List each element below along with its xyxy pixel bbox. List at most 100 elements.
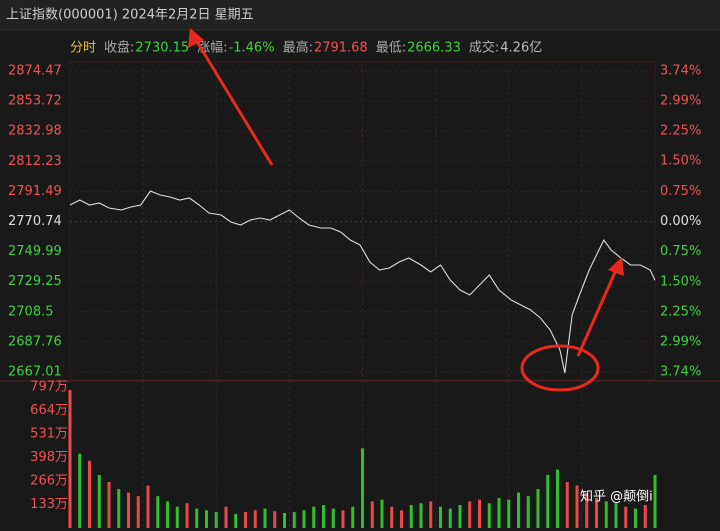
volume-bar — [185, 503, 189, 528]
volume-bar — [429, 501, 433, 528]
volume-bar — [643, 505, 647, 528]
y2-tick-label: 3.74% — [660, 64, 701, 79]
volume-tick-label: 133万 — [30, 497, 68, 512]
y-tick-label: 2687.76 — [8, 334, 62, 349]
volume-bar — [156, 496, 160, 528]
circle-annotation — [520, 344, 600, 392]
y-tick-label: 2708.5 — [8, 304, 54, 319]
volume-tick-label: 531万 — [30, 427, 68, 442]
volume-bar — [68, 390, 72, 528]
volume-bar — [565, 482, 569, 528]
title-bar — [0, 0, 720, 30]
y2-tick-label: 2.99% — [660, 94, 701, 109]
volume-bar — [653, 474, 657, 528]
volume-bar — [575, 485, 579, 528]
y2-tick-label: 2.25% — [660, 123, 701, 138]
title: 上证指数(000001) 2024年2月2日 星期五 — [6, 8, 254, 23]
volume-bar — [497, 497, 501, 528]
plot: 2874.47 2853.72 2832.98 2812.23 2791.49 2770.… — [0, 61, 720, 528]
volume-bar — [214, 512, 218, 528]
volume-bar — [507, 499, 511, 528]
volume-bar — [624, 506, 628, 528]
volume-bar — [448, 508, 452, 528]
volume-bar — [136, 496, 140, 528]
y2-tick-label: 1.50% — [660, 154, 701, 169]
y2-tick-label: 2.99% — [660, 334, 701, 349]
volume-bar — [244, 512, 247, 528]
volume-bar — [604, 501, 608, 528]
volume-bar — [487, 503, 491, 528]
volume-bar — [195, 508, 199, 528]
volume-bar — [175, 506, 179, 528]
volume-tick-label: 797万 — [30, 380, 68, 395]
volume-bar — [419, 503, 423, 528]
volume-bar — [97, 474, 101, 528]
y2-tick-label: 0.75% — [660, 184, 701, 199]
info-value: -1.46% — [229, 41, 275, 56]
y-tick-label: 2729.25 — [8, 274, 62, 289]
volume-bar — [331, 508, 335, 528]
volume-bar — [351, 506, 355, 528]
volume-bar — [536, 489, 540, 528]
volume-bar — [585, 492, 589, 528]
volume-bar — [88, 460, 91, 528]
annotations — [188, 28, 624, 392]
volume-bar — [234, 513, 238, 528]
y-tick-label: 2832.98 — [8, 124, 62, 139]
volume-bar — [78, 453, 82, 528]
arrow-head — [188, 28, 204, 48]
arrow-annotation — [194, 39, 274, 166]
y-tick-label: 2791.49 — [8, 184, 62, 199]
volume-bar — [273, 511, 277, 528]
volume-bar — [556, 469, 559, 528]
volume-bar — [283, 512, 286, 528]
volume-bar — [478, 499, 481, 528]
volume-bar — [595, 497, 598, 528]
info-value: 2666.33 — [407, 41, 461, 56]
volume-bar — [107, 482, 111, 528]
volume-bar — [546, 474, 550, 528]
volume-tick-label: 398万 — [30, 450, 68, 465]
volume-bar — [322, 505, 325, 528]
volume-bar — [439, 506, 442, 528]
arrow-annotation — [576, 269, 618, 357]
price-line — [69, 190, 656, 374]
y2-tick-label: 2.25% — [660, 305, 701, 320]
arrow-head — [608, 257, 624, 276]
volume-tick-label: 266万 — [30, 473, 68, 488]
volume-bar — [146, 485, 150, 528]
volume-bar — [302, 510, 306, 528]
info-label: 收盘: — [104, 40, 134, 56]
volume-tick-label: 664万 — [30, 403, 68, 418]
volume-bar — [361, 448, 364, 528]
info-label: 最低: — [376, 41, 406, 56]
volume-bar — [263, 508, 267, 528]
y-tick-label: 2812.23 — [8, 154, 62, 169]
watermark: 知乎 @颠倒i — [580, 489, 653, 505]
y-tick-label: 2749.99 — [8, 244, 62, 259]
y2-tick-label: 3.74% — [660, 365, 701, 380]
volume-bar — [341, 510, 345, 528]
volume-bar — [400, 510, 403, 528]
volume-bar — [468, 501, 472, 528]
volume-bar — [517, 492, 520, 528]
info-value: 2791.68 — [314, 41, 368, 56]
y2-tick-label: 0.00% — [660, 214, 701, 229]
info-label: 成交: — [469, 40, 499, 56]
volume-bar — [253, 510, 257, 528]
info-label: 最高: — [283, 40, 313, 56]
y-tick-label: 2853.72 — [8, 94, 62, 109]
volume-bar — [117, 489, 121, 528]
volume-bar — [127, 492, 130, 528]
info-value: 2730.15 — [135, 41, 189, 56]
volume-bar — [634, 508, 637, 528]
volume-bar — [292, 512, 296, 528]
y-tick-label: 2874.47 — [8, 64, 62, 79]
volume-bar — [458, 505, 462, 528]
volume-bar — [224, 506, 228, 528]
info-value: 4.26亿 — [500, 41, 542, 56]
volume-bar — [205, 510, 208, 528]
y2-tick-label: 1.50% — [660, 274, 701, 289]
